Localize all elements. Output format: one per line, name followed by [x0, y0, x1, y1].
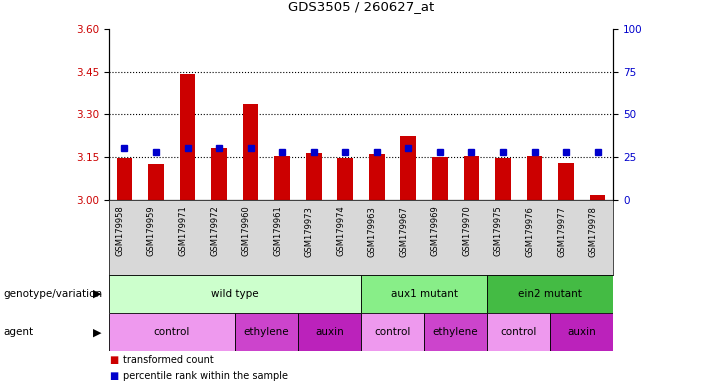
Bar — [463, 156, 479, 200]
Text: percentile rank within the sample: percentile rank within the sample — [123, 371, 287, 381]
Text: GSM179974: GSM179974 — [336, 206, 346, 257]
Bar — [369, 154, 385, 200]
Bar — [243, 104, 259, 200]
Bar — [298, 313, 361, 351]
Bar — [148, 164, 164, 200]
Text: control: control — [501, 327, 537, 337]
Bar — [495, 157, 511, 200]
Text: GSM179973: GSM179973 — [305, 206, 314, 257]
Text: control: control — [154, 327, 190, 337]
Text: GSM179958: GSM179958 — [116, 206, 125, 257]
Bar — [116, 157, 132, 200]
Text: control: control — [374, 327, 411, 337]
Text: GSM179970: GSM179970 — [463, 206, 471, 257]
Text: auxin: auxin — [315, 327, 344, 337]
Bar — [361, 313, 424, 351]
Text: GDS3505 / 260627_at: GDS3505 / 260627_at — [288, 0, 434, 13]
Text: ■: ■ — [109, 355, 118, 365]
Bar — [274, 156, 290, 200]
Text: GSM179976: GSM179976 — [526, 206, 535, 257]
Bar — [109, 313, 235, 351]
Bar — [487, 313, 550, 351]
Text: transformed count: transformed count — [123, 355, 213, 365]
Text: aux1 mutant: aux1 mutant — [390, 289, 458, 299]
Text: GSM179960: GSM179960 — [242, 206, 251, 257]
Bar — [235, 313, 298, 351]
Text: ein2 mutant: ein2 mutant — [518, 289, 583, 299]
Text: wild type: wild type — [211, 289, 259, 299]
Text: ethylene: ethylene — [243, 327, 290, 337]
Text: ▶: ▶ — [93, 327, 102, 337]
Text: agent: agent — [4, 327, 34, 337]
Text: ■: ■ — [109, 371, 118, 381]
Bar — [558, 163, 574, 200]
Text: GSM179969: GSM179969 — [431, 206, 440, 257]
Text: ▶: ▶ — [93, 289, 102, 299]
Bar — [306, 153, 322, 200]
Text: GSM179967: GSM179967 — [400, 206, 408, 257]
Bar — [361, 275, 487, 313]
Bar — [432, 157, 448, 200]
Bar — [487, 275, 613, 313]
Bar — [211, 148, 227, 200]
Text: genotype/variation: genotype/variation — [4, 289, 102, 299]
Bar — [424, 313, 487, 351]
Bar — [590, 195, 606, 200]
Bar — [337, 158, 353, 200]
Text: GSM179977: GSM179977 — [557, 206, 566, 257]
Bar — [179, 74, 196, 200]
Text: ethylene: ethylene — [433, 327, 479, 337]
Text: GSM179959: GSM179959 — [147, 206, 156, 256]
Bar — [400, 136, 416, 200]
Bar — [550, 313, 613, 351]
Bar — [109, 275, 361, 313]
Text: GSM179971: GSM179971 — [179, 206, 188, 257]
Text: GSM179963: GSM179963 — [368, 206, 377, 257]
Text: GSM179961: GSM179961 — [273, 206, 283, 257]
Text: auxin: auxin — [567, 327, 597, 337]
Text: GSM179978: GSM179978 — [589, 206, 597, 257]
Text: GSM179972: GSM179972 — [210, 206, 219, 257]
Bar — [526, 156, 543, 200]
Text: GSM179975: GSM179975 — [494, 206, 503, 257]
